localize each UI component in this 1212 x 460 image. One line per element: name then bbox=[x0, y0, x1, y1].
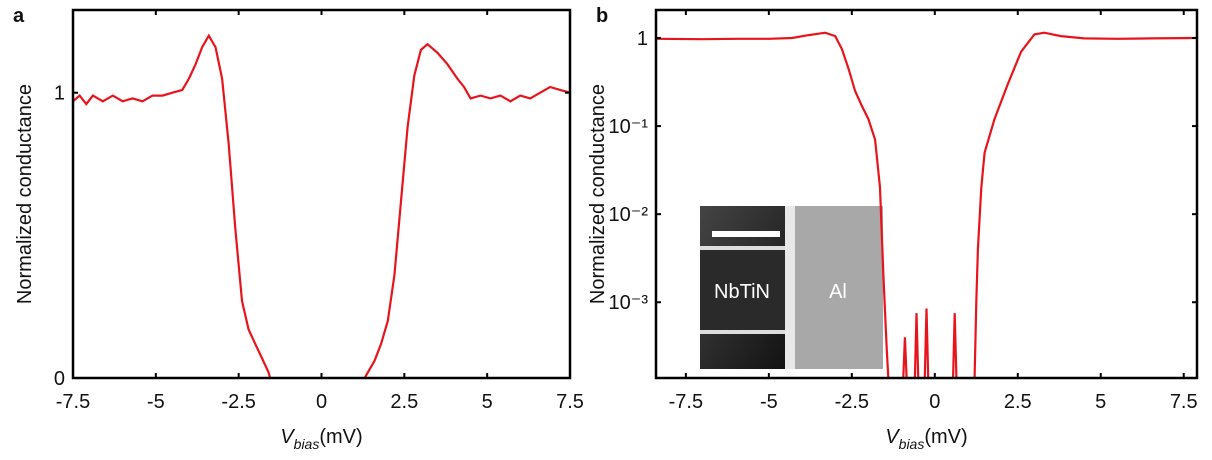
panel: b NbTiN Al -7.5 -5 -2.5 0 2.5 5 7.5 10⁻³ 10⁻² 10⁻¹ 1 N… bbox=[587, 5, 1199, 452]
x-tick-label: -7.5 bbox=[669, 391, 703, 413]
x-tick-label: -7.5 bbox=[56, 391, 90, 413]
axes-frame bbox=[71, 8, 572, 380]
x-tick-label: -2.5 bbox=[835, 391, 869, 413]
x-axis-label: Vbias(mV) bbox=[885, 426, 967, 452]
axes-frame bbox=[654, 8, 1199, 380]
inset-label: NbTiN bbox=[714, 281, 770, 303]
x-tick-label: 5 bbox=[482, 391, 493, 413]
inset-edge bbox=[700, 330, 792, 334]
y-tick-label: 1 bbox=[54, 83, 65, 105]
x-tick-label: 7.5 bbox=[1170, 391, 1198, 413]
panel: a -7.5 -5 -2.5 0 2.5 5 7.5 0 1 Normalized conducta… bbox=[13, 5, 584, 452]
x-label-unit: (mV) bbox=[924, 426, 967, 448]
y-tick-label: 10⁻¹ bbox=[609, 116, 649, 138]
y-axis-label: Normalized conductance bbox=[587, 84, 609, 304]
data-line bbox=[73, 33, 570, 378]
data-line bbox=[656, 31, 1197, 378]
x-tick-label: 0 bbox=[929, 391, 940, 413]
inset-image: NbTiN Al bbox=[700, 206, 883, 369]
x-tick-label: 5 bbox=[1095, 391, 1106, 413]
inset-edge bbox=[785, 206, 795, 369]
x-tick-label: 7.5 bbox=[556, 391, 584, 413]
inset-label: Al bbox=[829, 281, 847, 303]
x-tick-label: 0 bbox=[316, 391, 327, 413]
panel-letter: a bbox=[13, 5, 25, 27]
x-label-subscript: bias bbox=[294, 436, 320, 452]
y-tick-label: 10⁻² bbox=[609, 204, 649, 226]
x-label-symbol: V bbox=[280, 426, 295, 448]
y-tick-label: 0 bbox=[54, 368, 65, 390]
x-label-symbol: V bbox=[885, 426, 900, 448]
x-label-subscript: bias bbox=[899, 436, 925, 452]
y-tick-label: 10⁻³ bbox=[609, 292, 649, 314]
y-tick-label: 1 bbox=[637, 28, 648, 50]
panel-letter: b bbox=[596, 5, 608, 27]
inset-edge bbox=[700, 246, 792, 250]
x-tick-label: 2.5 bbox=[1004, 391, 1032, 413]
x-axis-label: Vbias(mV) bbox=[280, 426, 362, 452]
x-tick-label: -2.5 bbox=[221, 391, 255, 413]
x-tick-label: -5 bbox=[760, 391, 778, 413]
y-axis-label: Normalized conductance bbox=[14, 84, 36, 304]
scale-bar bbox=[712, 231, 780, 237]
x-tick-label: -5 bbox=[147, 391, 165, 413]
x-tick-label: 2.5 bbox=[390, 391, 418, 413]
inset-band bbox=[700, 250, 792, 330]
inset-al bbox=[795, 206, 883, 369]
x-label-unit: (mV) bbox=[319, 426, 362, 448]
